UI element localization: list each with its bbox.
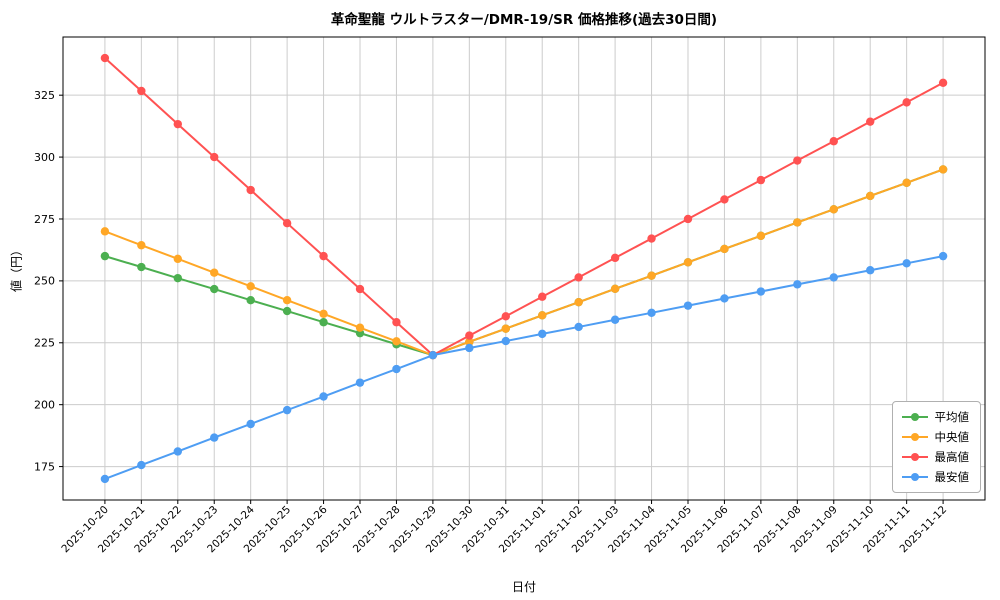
svg-text:275: 275	[34, 213, 55, 226]
legend-marker-highest-icon	[901, 452, 928, 462]
svg-text:175: 175	[34, 460, 55, 473]
svg-text:250: 250	[34, 275, 55, 288]
series-lowest-price	[100, 251, 948, 484]
series-lowest-price-markers	[100, 251, 948, 484]
axes-frame	[62, 36, 986, 501]
x-axis-label: 日付	[511, 580, 536, 594]
y-tick-labels: 175 200 225 250 275 300 325	[34, 89, 55, 473]
svg-text:300: 300	[34, 151, 55, 164]
plot-background	[63, 37, 985, 500]
legend-label-lowest: 最安値	[934, 470, 970, 484]
legend-entry-median: 中央値	[901, 429, 970, 445]
grid-lines	[63, 37, 985, 500]
legend-entry-lowest: 最安値	[901, 469, 970, 485]
legend-marker-lowest-icon	[901, 472, 928, 482]
svg-text:225: 225	[34, 337, 55, 350]
legend-entry-highest: 最高値	[901, 449, 970, 465]
y-axis-label: 値（円）	[9, 243, 24, 293]
legend-label-highest: 最高値	[934, 450, 970, 464]
x-tick-labels: 2025-10-202025-10-212025-10-222025-10-23…	[59, 503, 949, 555]
series-highest-price-markers	[100, 53, 948, 360]
legend-label-average: 平均値	[934, 410, 970, 424]
legend: 平均値 中央値 最高値 最安値	[891, 401, 981, 493]
chart-title: 革命聖龍 ウルトラスター/DMR-19/SR 価格推移(過去30日間)	[330, 12, 718, 28]
series-median-price	[100, 165, 948, 360]
svg-text:325: 325	[34, 89, 55, 102]
series-highest-price	[100, 53, 948, 360]
legend-marker-average-icon	[901, 412, 928, 422]
legend-label-median: 中央値	[934, 430, 970, 444]
legend-marker-median-icon	[901, 432, 928, 442]
tick-marks	[59, 94, 944, 504]
legend-entry-average: 平均値	[901, 409, 970, 425]
svg-text:200: 200	[34, 398, 55, 411]
